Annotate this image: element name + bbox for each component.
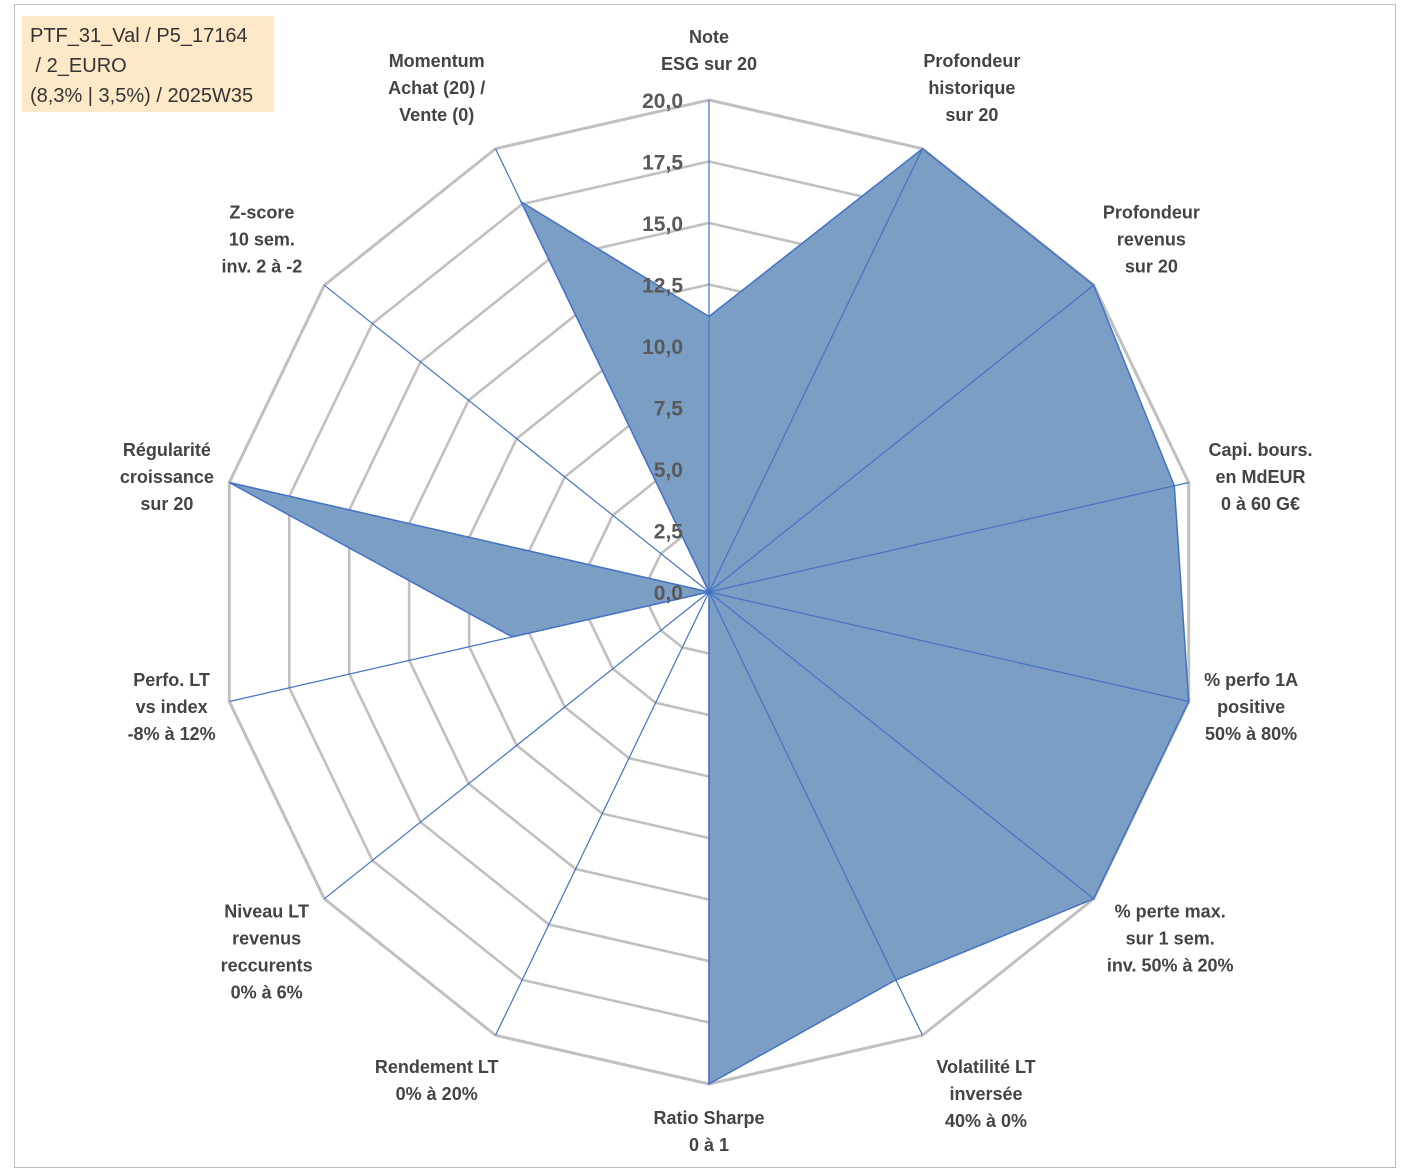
category-label: Z-score 10 sem. inv. 2 à -2 — [222, 202, 303, 276]
axis-spoke — [708, 591, 1095, 900]
category-label: Régularité croissance sur 20 — [120, 440, 214, 514]
category-label-line: ESG sur 20 — [661, 54, 757, 74]
label-layer: Note ESG sur 20 Profondeur historique sur 20… — [120, 27, 1313, 1155]
category-label-line: sur 20 — [140, 494, 193, 514]
category-label-line: sur 20 — [945, 105, 998, 125]
category-label: Perfo. LT vs index -8% à 12% — [128, 670, 216, 744]
category-label-line: revenus — [1117, 229, 1186, 249]
axis-spoke — [708, 284, 1095, 593]
category-label: Ratio Sharpe 0 à 1 — [653, 1108, 764, 1155]
tick-label: 5,0 — [654, 459, 683, 482]
category-label-line: Capi. bours. — [1208, 440, 1312, 460]
tick-label: 0,0 — [654, 582, 683, 605]
category-label-line: vs index — [136, 697, 208, 717]
info-line-3: (8,3% | 3,5%) / 2025W35 — [30, 85, 254, 107]
axis-spoke — [494, 591, 710, 1036]
axis-spoke — [494, 148, 710, 593]
category-label-line: Profondeur — [1103, 202, 1200, 222]
category-label-line: revenus — [232, 929, 301, 949]
tick-label: 12,5 — [642, 275, 683, 298]
axis-spoke — [229, 481, 710, 593]
tick-label: 10,0 — [642, 336, 683, 359]
category-label-line: croissance — [120, 467, 214, 487]
tick-layer: 0,0 2,5 5,0 7,5 10,0 12,5 15,0 17,5 20,0 — [642, 90, 683, 605]
category-label-line: en MdEUR — [1216, 467, 1306, 487]
spoke-layer — [229, 100, 1189, 1084]
category-label-line: Vente (0) — [399, 105, 474, 125]
category-label-line: historique — [928, 78, 1015, 98]
category-label: Niveau LT revenus reccurents 0% à 6% — [221, 902, 313, 1003]
tick-label: 2,5 — [654, 521, 684, 544]
category-label-line: % perfo 1A — [1204, 670, 1298, 690]
category-label-line: Achat (20) / — [388, 78, 485, 98]
category-label: Momentum Achat (20) / Vente (0) — [388, 51, 485, 125]
axis-spoke — [229, 591, 710, 703]
category-label-line: inv. 2 à -2 — [222, 256, 303, 276]
axis-spoke — [708, 591, 1189, 703]
category-label: Volatilité LT inversée 40% à 0% — [936, 1057, 1035, 1131]
tick-label: 7,5 — [654, 398, 684, 421]
tick-label: 17,5 — [642, 152, 683, 175]
category-label-line: Rendement LT — [375, 1057, 499, 1077]
category-label-line: inversée — [949, 1084, 1022, 1104]
category-label-line: reccurents — [221, 956, 313, 976]
category-label-line: Volatilité LT — [936, 1057, 1035, 1077]
category-label: Profondeur revenus sur 20 — [1103, 202, 1200, 276]
category-label-line: sur 1 sem. — [1126, 929, 1215, 949]
category-label-line: inv. 50% à 20% — [1107, 956, 1234, 976]
category-label-line: % perte max. — [1115, 902, 1226, 922]
category-label-line: 10 sem. — [229, 229, 295, 249]
category-label-line: 50% à 80% — [1205, 724, 1297, 744]
category-label: % perfo 1A positive 50% à 80% — [1204, 670, 1298, 744]
category-label: Profondeur historique sur 20 — [923, 51, 1020, 125]
category-label-line: Ratio Sharpe — [653, 1108, 764, 1128]
category-label-line: sur 20 — [1125, 256, 1178, 276]
tick-label: 15,0 — [642, 213, 683, 236]
category-label-line: positive — [1217, 697, 1285, 717]
category-label-line: Z-score — [229, 202, 294, 222]
category-label-line: Régularité — [123, 440, 211, 460]
category-label-line: Profondeur — [923, 51, 1020, 71]
category-label-line: Momentum — [389, 51, 485, 71]
category-label-line: Niveau LT — [224, 902, 309, 922]
category-label: Note ESG sur 20 — [661, 27, 757, 74]
axis-spoke — [323, 284, 710, 593]
axis-spoke — [708, 148, 924, 593]
category-label-line: 0 à 60 G€ — [1221, 494, 1300, 514]
info-line-1: PTF_31_Val / P5_17164 — [30, 25, 248, 47]
category-label: % perte max. sur 1 sem. inv. 50% à 20% — [1107, 902, 1234, 976]
category-label: Capi. bours. en MdEUR 0 à 60 G€ — [1208, 440, 1312, 514]
category-label-line: -8% à 12% — [128, 724, 216, 744]
axis-spoke — [708, 591, 924, 1036]
category-label-line: Perfo. LT — [133, 670, 210, 690]
category-label-line: Note — [689, 27, 729, 47]
category-label-line: 0 à 1 — [689, 1135, 729, 1155]
axis-spoke — [323, 591, 710, 900]
category-label-line: 0% à 20% — [396, 1084, 478, 1104]
category-label-line: 40% à 0% — [945, 1111, 1027, 1131]
category-label-line: 0% à 6% — [231, 983, 303, 1003]
category-label: Rendement LT 0% à 20% — [375, 1057, 499, 1104]
tick-label: 20,0 — [642, 90, 683, 113]
info-line-2: / 2_EURO — [30, 55, 127, 77]
axis-spoke — [708, 481, 1189, 593]
info-box: PTF_31_Val / P5_17164 / 2_EURO (8,3% | 3… — [22, 16, 274, 112]
